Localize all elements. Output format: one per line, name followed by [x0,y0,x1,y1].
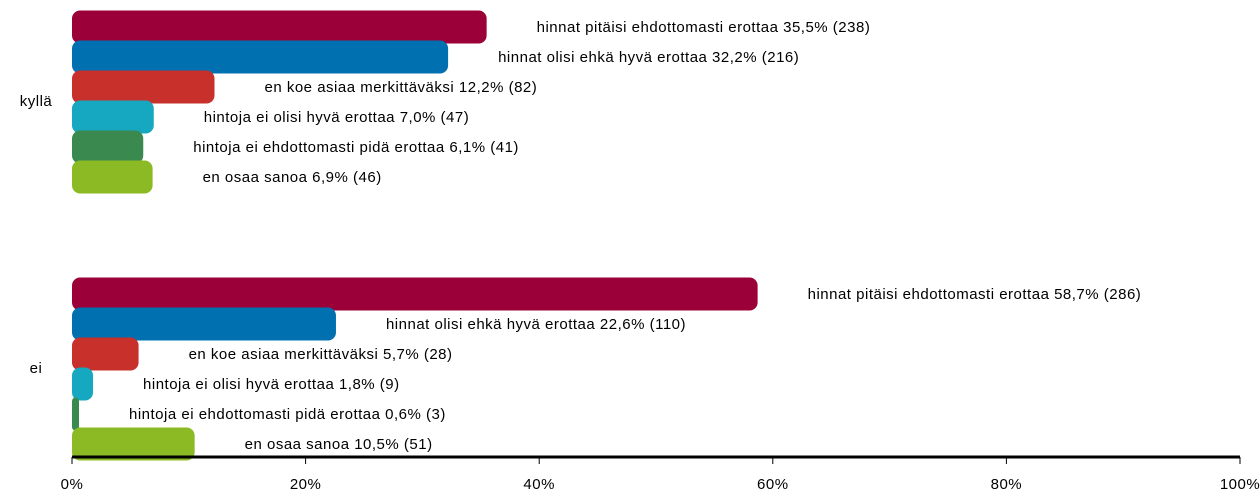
data-label: hintoja ei olisi hyvä erottaa 1,8% (9) [143,376,400,393]
x-tick-label: 80% [991,476,1023,493]
bar [72,337,139,371]
x-tick-label: 40% [523,476,555,493]
data-label: en osaa sanoa 6,9% (46) [203,169,382,186]
data-label: hintoja ei ehdottomasti pidä erottaa 0,6… [129,406,446,423]
bar [72,70,215,104]
data-label: hintoja ei olisi hyvä erottaa 7,0% (47) [204,109,469,126]
bar [72,427,195,461]
bar [72,40,449,74]
x-tick-label: 100% [1220,476,1260,493]
data-label: en koe asiaa merkittäväksi 12,2% (82) [264,79,537,96]
data-label: hinnat olisi ehkä hyvä erottaa 22,6% (11… [386,316,686,333]
bar [72,397,80,431]
data-label: hinnat pitäisi ehdottomasti erottaa 35,5… [537,19,871,36]
bar [72,130,144,164]
bar [72,160,153,194]
bar [72,100,154,134]
category-label: kyllä [20,93,53,110]
data-label: hinnat olisi ehkä hyvä erottaa 32,2% (21… [498,49,799,66]
x-tick-label: 20% [290,476,322,493]
data-label: en osaa sanoa 10,5% (51) [245,436,433,453]
bar [72,367,94,401]
data-label: hintoja ei ehdottomasti pidä erottaa 6,1… [193,139,519,156]
data-label: en koe asiaa merkittäväksi 5,7% (28) [189,346,453,363]
x-tick-label: 60% [757,476,789,493]
data-label: hinnat pitäisi ehdottomasti erottaa 58,7… [808,286,1142,303]
category-label: ei [30,360,43,377]
bar [72,307,336,341]
bar [72,10,487,44]
bar [72,277,758,311]
x-tick-label: 0% [61,476,84,493]
